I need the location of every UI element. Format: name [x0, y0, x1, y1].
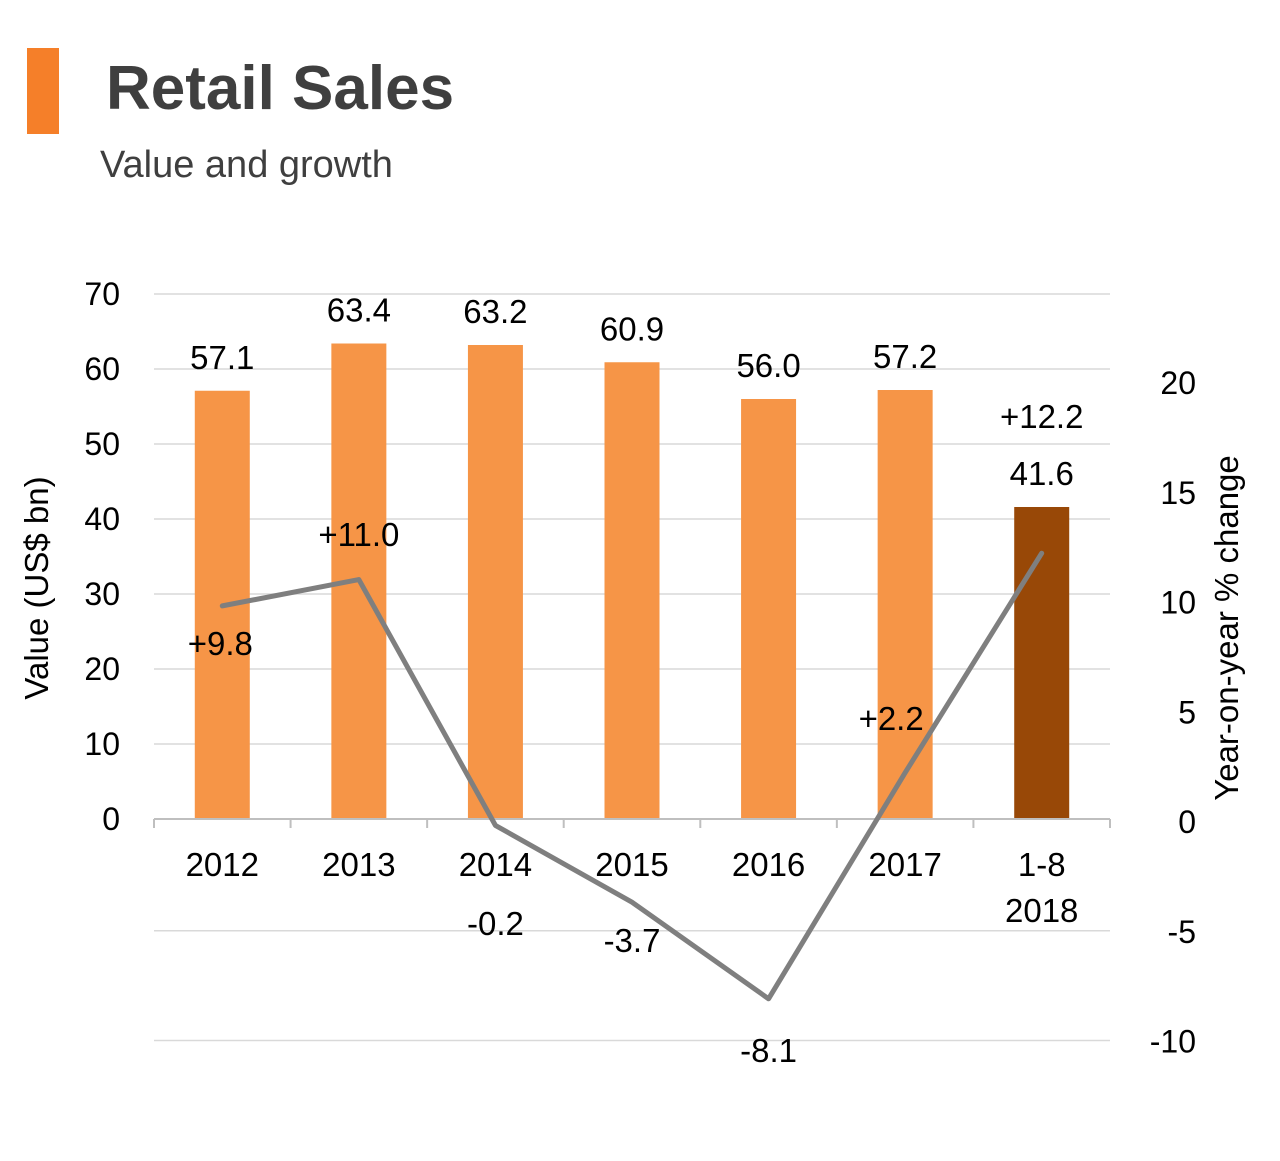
growth-line: [219, 550, 1045, 1002]
bar-value-label: 57.2: [873, 338, 937, 375]
bar-value-label: 63.4: [327, 292, 391, 329]
y-right-tick-label: 5: [1178, 694, 1196, 730]
growth-value-label: +2.2: [859, 700, 924, 737]
y-right-tick-label: -5: [1168, 914, 1196, 950]
y-right-tick-label: 15: [1160, 475, 1196, 511]
y-left-tick-label: 60: [84, 351, 120, 387]
bar-value-label: 57.1: [190, 339, 254, 376]
title-accent-bar: [27, 48, 59, 134]
growth-value-label: -8.1: [740, 1032, 797, 1069]
bars: [194, 343, 1070, 819]
bar-value-label: 63.2: [463, 293, 527, 330]
x-category-label: 1-8: [1018, 846, 1066, 883]
bar-5: [877, 390, 933, 819]
x-category-label: 2016: [732, 846, 805, 883]
y-right-axis-title: Year-on-year % change: [1208, 455, 1245, 801]
bar-value-label: 56.0: [736, 347, 800, 384]
bar-6: [1014, 507, 1070, 819]
chart-title: Retail Sales: [106, 54, 455, 123]
x-category-label: 2015: [595, 846, 668, 883]
x-category-label: 2013: [322, 846, 395, 883]
bar-3: [604, 362, 660, 819]
axis-lines: [153, 818, 1111, 828]
bar-value-label: 60.9: [600, 310, 664, 347]
growth-value-label: +9.8: [188, 625, 253, 662]
bar-4: [741, 399, 797, 819]
bar-value-label: 41.6: [1010, 455, 1074, 492]
growth-value-label: +11.0: [318, 516, 399, 553]
chart-subtitle: Value and growth: [100, 144, 393, 186]
growth-value-label: -0.2: [467, 905, 524, 942]
y-left-tick-label: 30: [84, 576, 120, 612]
y-right-tick-label: 0: [1178, 804, 1196, 840]
y-right-tick-label: -10: [1150, 1024, 1196, 1060]
y-left-tick-label: 0: [102, 801, 120, 837]
x-category-label: 2012: [186, 846, 259, 883]
y-right-tick-label: 10: [1160, 585, 1196, 621]
y-left-tick-label: 70: [84, 276, 120, 312]
x-category-label: 2017: [868, 846, 941, 883]
y-right-tick-label: 20: [1160, 365, 1196, 401]
x-category-label: 2018: [1005, 892, 1078, 929]
labels: 0 10 20 30 40 50 60 70 -10 -5 0 5 10 15 20 Value (US$ b…: [18, 276, 1245, 1069]
x-category-label: 2014: [459, 846, 532, 883]
y-left-tick-label: 50: [84, 426, 120, 462]
growth-value-label: +12.2: [1000, 398, 1084, 435]
y-left-tick-label: 10: [84, 726, 120, 762]
y-left-axis-title: Value (US$ bn): [18, 476, 55, 699]
growth-value-label: -3.7: [604, 922, 661, 959]
y-left-tick-label: 40: [84, 501, 120, 537]
bar-2: [467, 345, 523, 819]
growth-line-path: [219, 550, 1045, 1002]
y-left-tick-label: 20: [84, 651, 120, 687]
